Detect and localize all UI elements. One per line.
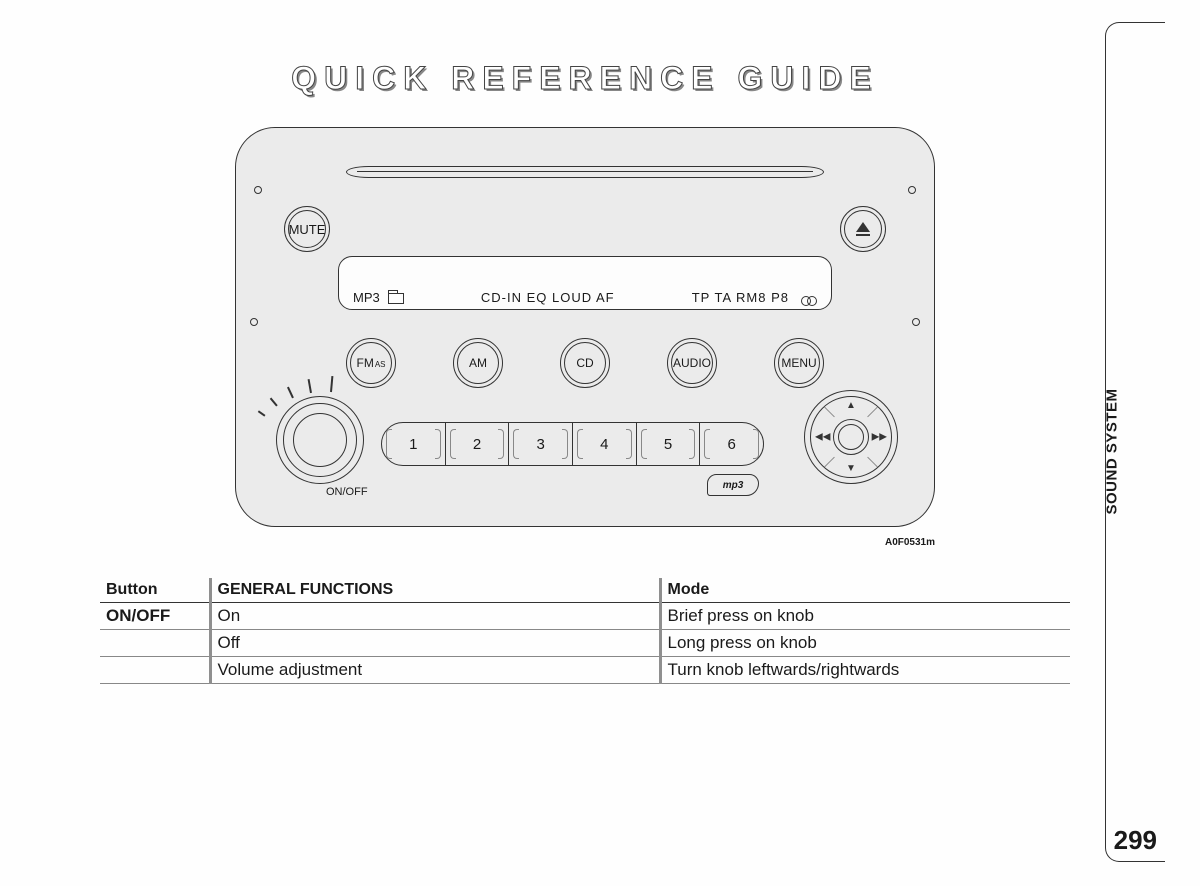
cell-mode: Turn knob leftwards/rightwards <box>660 657 1070 684</box>
audio-button[interactable]: AUDIO <box>667 338 717 388</box>
folder-icon <box>388 293 404 304</box>
audio-label: AUDIO <box>673 356 711 370</box>
preset-label: 6 <box>728 436 736 453</box>
lcd-right: TP TA RM8 P8 <box>692 290 789 305</box>
eject-button[interactable] <box>840 206 886 252</box>
preset-6[interactable]: 6 <box>700 423 763 465</box>
lcd-display: MP3 CD-IN EQ LOUD AF TP TA RM8 P8 <box>338 256 832 310</box>
cell-func: Off <box>210 630 660 657</box>
am-label: AM <box>469 356 487 370</box>
page-number: 299 <box>1114 825 1157 856</box>
side-tab-label: SOUND SYSTEM <box>1103 388 1120 514</box>
cell-mode: Brief press on knob <box>660 603 1070 630</box>
cell-button <box>100 657 210 684</box>
nav-down-icon: ▼ <box>846 463 856 474</box>
preset-label: 4 <box>600 436 608 453</box>
header-button: Button <box>100 578 210 603</box>
side-tab: SOUND SYSTEM <box>1105 22 1165 862</box>
preset-label: 3 <box>537 436 545 453</box>
table-row: Off Long press on knob <box>100 630 1070 657</box>
table-header-row: Button GENERAL FUNCTIONS Mode <box>100 578 1070 603</box>
cell-button <box>100 630 210 657</box>
header-mode: Mode <box>660 578 1070 603</box>
source-buttons-row: FMAS AM CD AUDIO MENU <box>346 338 824 388</box>
nav-rewind-icon: ◀◀ <box>815 432 830 443</box>
fm-label: FM <box>357 356 374 370</box>
mute-button[interactable]: MUTE <box>284 206 330 252</box>
functions-table: Button GENERAL FUNCTIONS Mode ON/OFF On … <box>100 578 1070 684</box>
page-title: QUICK REFERENCE GUIDE <box>100 60 1070 97</box>
nav-up-icon: ▲ <box>846 400 856 411</box>
menu-button[interactable]: MENU <box>774 338 824 388</box>
preset-label: 5 <box>664 436 672 453</box>
cd-label: CD <box>576 356 593 370</box>
eject-icon <box>856 222 870 232</box>
stereo-icon <box>801 296 817 305</box>
cd-button[interactable]: CD <box>560 338 610 388</box>
nav-center-button[interactable] <box>833 419 869 455</box>
onoff-label: ON/OFF <box>326 486 368 498</box>
screw-icon <box>908 186 916 194</box>
preset-1[interactable]: 1 <box>382 423 446 465</box>
am-button[interactable]: AM <box>453 338 503 388</box>
screw-icon <box>254 186 262 194</box>
table-row: ON/OFF On Brief press on knob <box>100 603 1070 630</box>
screw-icon <box>250 318 258 326</box>
header-functions: GENERAL FUNCTIONS <box>210 578 660 603</box>
cell-mode: Long press on knob <box>660 630 1070 657</box>
figure-code: A0F0531m <box>235 537 935 548</box>
fm-as-label: AS <box>375 360 386 369</box>
screw-icon <box>912 318 920 326</box>
table-row: Volume adjustment Turn knob leftwards/ri… <box>100 657 1070 684</box>
nav-forward-icon: ▶▶ <box>872 432 887 443</box>
lcd-mp3: MP3 <box>353 290 380 305</box>
preset-4[interactable]: 4 <box>573 423 637 465</box>
mp3-badge: mp3 <box>707 474 759 496</box>
cell-button: ON/OFF <box>100 603 210 630</box>
preset-bar: 1 2 3 4 5 6 <box>381 422 764 466</box>
mute-label: MUTE <box>289 222 326 237</box>
cd-slot <box>346 166 824 178</box>
preset-5[interactable]: 5 <box>637 423 701 465</box>
cell-func: Volume adjustment <box>210 657 660 684</box>
mp3-badge-label: mp3 <box>723 480 744 491</box>
radio-unit: MUTE MP3 CD-IN EQ LOUD AF TP TA RM8 P8 F… <box>235 127 935 527</box>
preset-3[interactable]: 3 <box>509 423 573 465</box>
preset-label: 2 <box>473 436 481 453</box>
lcd-center: CD-IN EQ LOUD AF <box>412 290 684 305</box>
nav-knob[interactable]: ▲ ▼ ◀◀ ▶▶ <box>804 390 898 484</box>
preset-label: 1 <box>409 436 417 453</box>
cell-func: On <box>210 603 660 630</box>
volume-knob[interactable] <box>276 396 364 484</box>
menu-label: MENU <box>781 356 816 370</box>
preset-2[interactable]: 2 <box>446 423 510 465</box>
